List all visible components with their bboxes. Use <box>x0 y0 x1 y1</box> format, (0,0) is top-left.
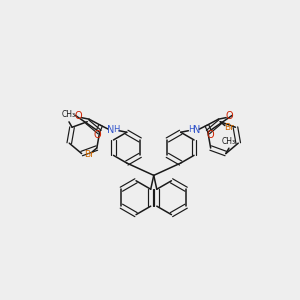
Text: N: N <box>193 125 201 135</box>
Text: O: O <box>206 130 214 140</box>
Text: H: H <box>113 125 119 134</box>
Text: Br: Br <box>224 123 234 132</box>
Text: CH₃: CH₃ <box>62 110 76 119</box>
Text: N: N <box>107 125 114 135</box>
Text: CH₃: CH₃ <box>222 137 236 146</box>
Text: H: H <box>188 125 195 134</box>
Text: O: O <box>225 111 233 121</box>
Text: Br: Br <box>84 150 94 159</box>
Text: O: O <box>94 130 101 140</box>
Text: O: O <box>74 111 82 121</box>
